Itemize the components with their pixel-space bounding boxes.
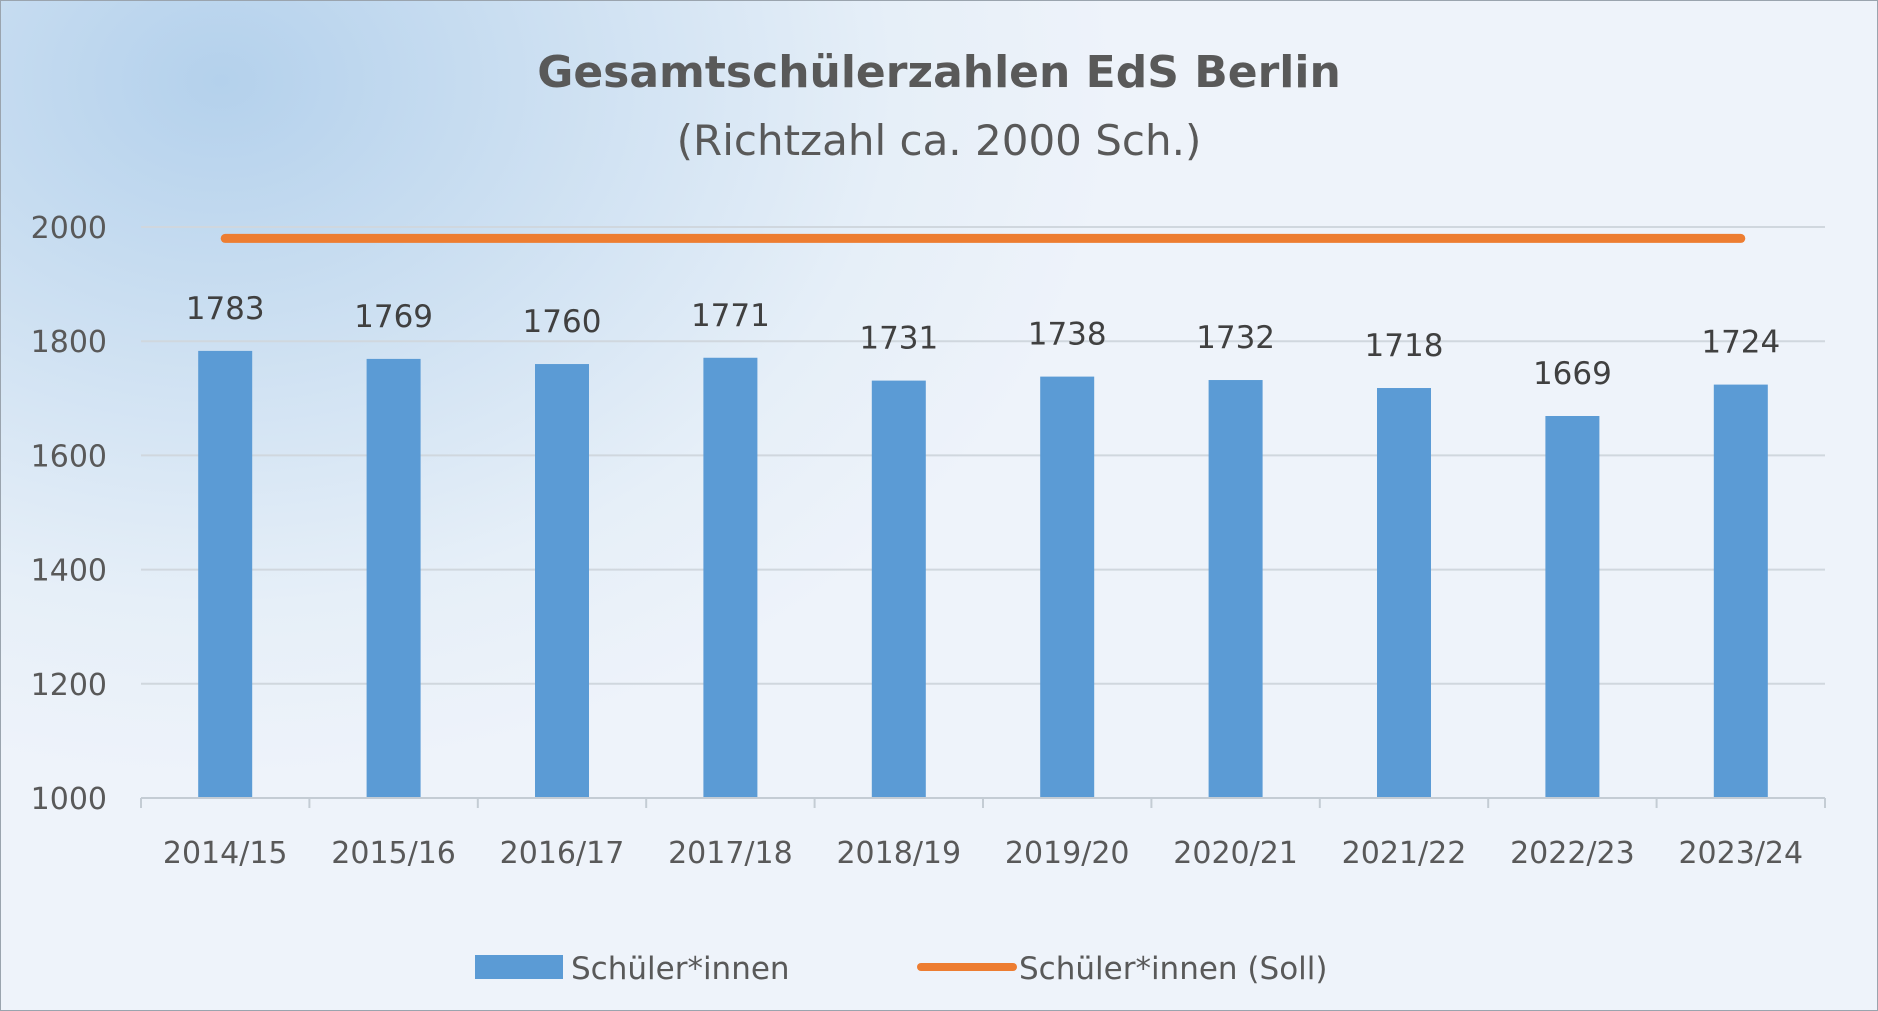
bar bbox=[1713, 384, 1768, 798]
x-tick-label: 2017/18 bbox=[668, 836, 793, 871]
x-tick-label: 2022/23 bbox=[1510, 836, 1635, 871]
gridlines bbox=[141, 226, 1825, 685]
data-label: 1769 bbox=[354, 299, 433, 335]
data-label: 1738 bbox=[1028, 317, 1107, 353]
data-label: 1731 bbox=[859, 321, 938, 357]
x-tick-label: 2016/17 bbox=[500, 836, 625, 871]
x-axis-tick-labels: 2014/15 2015/16 2016/17 2017/18 2018/19 2019/… bbox=[163, 836, 1803, 871]
x-axis bbox=[140, 797, 1826, 808]
bar bbox=[871, 380, 926, 798]
data-labels: 1783 1769 1760 1771 1731 1738 1732 1718 1669 1724 bbox=[186, 291, 1781, 392]
bar bbox=[1377, 388, 1431, 798]
data-label: 1732 bbox=[1196, 320, 1275, 356]
chart-subtitle: (Richtzahl ca. 2000 Sch.) bbox=[677, 116, 1202, 165]
bar bbox=[1040, 376, 1095, 798]
legend-swatch-bars bbox=[475, 955, 563, 979]
chart-title: Gesamtschülerzahlen EdS Berlin bbox=[537, 47, 1341, 98]
y-tick-label: 1000 bbox=[31, 782, 107, 817]
bar bbox=[1208, 380, 1263, 798]
bar bbox=[535, 364, 589, 798]
y-tick-label: 1200 bbox=[31, 668, 107, 703]
bar bbox=[198, 350, 253, 798]
y-axis-tick-labels: 1000 1200 1400 1600 1800 2000 bbox=[31, 211, 107, 817]
y-tick-label: 1400 bbox=[31, 554, 107, 589]
x-tick-label: 2015/16 bbox=[331, 836, 456, 871]
y-tick-label: 1600 bbox=[31, 439, 107, 474]
x-tick-label: 2021/22 bbox=[1342, 836, 1467, 871]
data-label: 1760 bbox=[523, 304, 602, 340]
y-tick-label: 1800 bbox=[31, 325, 107, 360]
data-label: 1771 bbox=[691, 298, 770, 334]
data-label: 1669 bbox=[1533, 356, 1612, 392]
x-tick-label: 2014/15 bbox=[163, 836, 288, 871]
bar bbox=[703, 357, 758, 798]
data-label: 1724 bbox=[1701, 325, 1780, 361]
x-tick-label: 2023/24 bbox=[1678, 836, 1803, 871]
bar bbox=[366, 358, 421, 798]
x-tick-label: 2019/20 bbox=[1005, 836, 1130, 871]
data-label: 1718 bbox=[1365, 328, 1444, 364]
bars bbox=[198, 350, 1768, 798]
data-label: 1783 bbox=[186, 291, 265, 327]
y-tick-label: 2000 bbox=[31, 211, 107, 246]
legend: Schüler*innen Schüler*innen (Soll) bbox=[475, 951, 1328, 987]
x-tick-label: 2020/21 bbox=[1173, 836, 1298, 871]
bar bbox=[1545, 416, 1600, 798]
legend-label-bars: Schüler*innen bbox=[571, 951, 790, 987]
x-tick-label: 2018/19 bbox=[836, 836, 961, 871]
legend-label-line: Schüler*innen (Soll) bbox=[1019, 951, 1328, 987]
